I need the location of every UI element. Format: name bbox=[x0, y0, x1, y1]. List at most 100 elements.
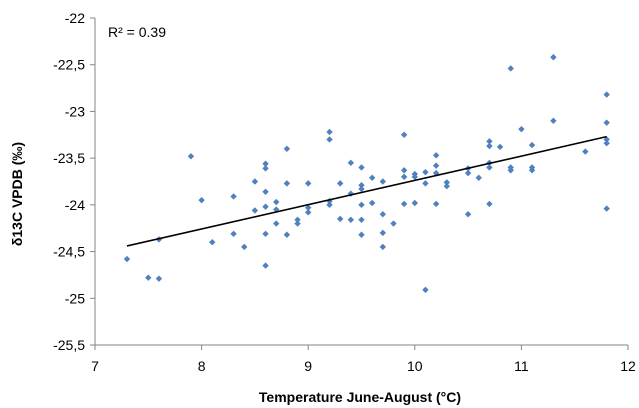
data-point bbox=[379, 229, 387, 237]
data-point bbox=[251, 207, 259, 214]
y-tick-label: -25,5 bbox=[53, 337, 85, 353]
data-point bbox=[400, 167, 408, 174]
data-point bbox=[422, 286, 429, 294]
data-point bbox=[603, 136, 610, 143]
data-point bbox=[262, 262, 269, 269]
data-point bbox=[198, 196, 205, 204]
data-point bbox=[603, 139, 610, 147]
data-point bbox=[347, 159, 355, 167]
data-points bbox=[123, 54, 610, 294]
data-point bbox=[603, 205, 610, 212]
data-point bbox=[411, 199, 418, 207]
trendline bbox=[126, 135, 607, 247]
data-point bbox=[432, 152, 440, 159]
data-point bbox=[294, 220, 301, 227]
data-point bbox=[582, 148, 589, 155]
data-point bbox=[443, 182, 450, 190]
r-squared-label: R² = 0.39 bbox=[108, 24, 166, 40]
data-point bbox=[507, 167, 514, 174]
data-point bbox=[390, 220, 397, 227]
y-axis-title: δ13C VPDB (‰) bbox=[9, 142, 25, 246]
data-point bbox=[358, 182, 365, 189]
data-point bbox=[432, 162, 440, 169]
data-point bbox=[358, 185, 365, 193]
data-point bbox=[486, 142, 493, 150]
y-axis-ticks: -22 -22,5 -23 -23,5 -24 -24,5 -25 -25,5 bbox=[53, 10, 95, 353]
data-point bbox=[187, 153, 195, 160]
x-tick-label: 11 bbox=[514, 358, 529, 374]
data-point bbox=[273, 198, 280, 206]
y-tick-label: -22 bbox=[65, 10, 85, 26]
data-point bbox=[379, 243, 387, 251]
data-point bbox=[411, 173, 418, 181]
data-point bbox=[358, 216, 365, 224]
data-point bbox=[379, 178, 387, 185]
y-tick-label: -24,5 bbox=[53, 244, 85, 260]
data-point bbox=[432, 169, 440, 177]
data-point bbox=[305, 209, 312, 216]
data-point bbox=[273, 220, 280, 227]
data-point bbox=[262, 165, 269, 172]
data-point bbox=[347, 216, 355, 224]
data-point bbox=[283, 180, 291, 187]
data-point bbox=[400, 200, 408, 208]
data-point bbox=[294, 216, 301, 224]
data-point bbox=[283, 145, 291, 152]
data-point bbox=[123, 255, 131, 263]
data-point bbox=[486, 138, 493, 145]
y-tick-label: -22,5 bbox=[53, 57, 85, 73]
data-point bbox=[230, 193, 237, 200]
data-point bbox=[209, 239, 216, 246]
data-point bbox=[400, 173, 408, 181]
data-point bbox=[486, 164, 493, 171]
data-point bbox=[358, 201, 365, 209]
data-point bbox=[155, 275, 163, 282]
data-point bbox=[603, 119, 610, 126]
data-point bbox=[358, 231, 365, 238]
data-point bbox=[326, 128, 333, 136]
data-point bbox=[486, 200, 493, 208]
data-point bbox=[145, 274, 152, 281]
axes bbox=[94, 18, 628, 346]
data-point bbox=[305, 204, 312, 211]
data-point bbox=[358, 164, 365, 171]
x-tick-label: 10 bbox=[407, 358, 423, 374]
data-point bbox=[528, 167, 536, 174]
data-point bbox=[518, 125, 525, 133]
data-point bbox=[262, 203, 269, 210]
data-point bbox=[475, 174, 482, 181]
y-tick-label: -23,5 bbox=[53, 150, 85, 166]
x-axis-ticks: 7 8 9 10 11 12 bbox=[91, 345, 636, 374]
data-point bbox=[496, 143, 504, 151]
data-point bbox=[241, 243, 248, 251]
x-tick-label: 8 bbox=[198, 358, 206, 374]
data-point bbox=[283, 231, 291, 238]
data-point bbox=[603, 91, 610, 98]
data-point bbox=[326, 201, 333, 209]
data-point bbox=[368, 174, 376, 181]
y-tick-label: -25 bbox=[65, 290, 85, 306]
data-point bbox=[432, 200, 440, 208]
x-axis-title: Temperature June-August (°C) bbox=[259, 389, 461, 405]
data-point bbox=[528, 141, 536, 149]
data-point bbox=[550, 54, 557, 61]
data-point bbox=[262, 230, 269, 238]
x-tick-label: 9 bbox=[304, 358, 312, 374]
data-point bbox=[251, 178, 259, 185]
data-point bbox=[336, 180, 344, 187]
data-point bbox=[422, 168, 429, 176]
data-point bbox=[400, 131, 408, 138]
data-point bbox=[305, 180, 312, 187]
y-tick-label: -23 bbox=[65, 103, 85, 119]
data-point bbox=[336, 215, 344, 223]
x-tick-label: 7 bbox=[91, 358, 99, 374]
y-tick-label: -24 bbox=[65, 197, 85, 213]
data-point bbox=[262, 160, 269, 167]
data-point bbox=[379, 211, 387, 218]
data-point bbox=[230, 230, 237, 238]
data-point bbox=[464, 169, 472, 177]
data-point bbox=[550, 117, 557, 124]
data-point bbox=[422, 180, 429, 187]
data-point bbox=[443, 179, 450, 186]
